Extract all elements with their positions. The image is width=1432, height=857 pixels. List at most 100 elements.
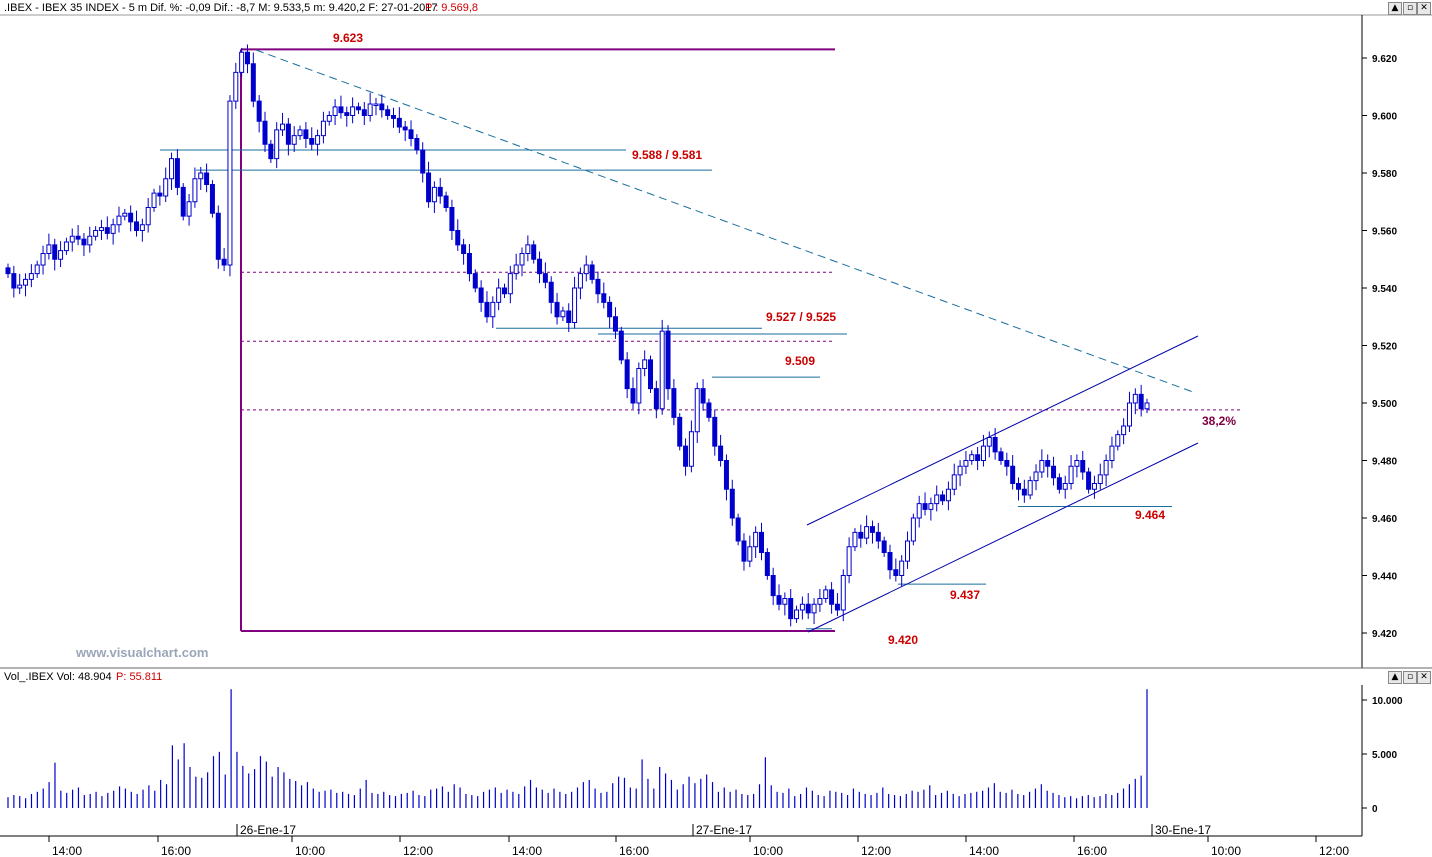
candle xyxy=(531,240,537,264)
close-button[interactable]: ✕ xyxy=(1417,2,1431,15)
candle xyxy=(940,490,946,506)
candle xyxy=(566,303,572,332)
candle xyxy=(239,47,245,77)
time-tick-label: 10:00 xyxy=(753,844,783,857)
volume-scroll-up-button[interactable]: ▲ xyxy=(1388,671,1402,684)
candle xyxy=(163,167,169,203)
candle xyxy=(665,325,671,400)
candle xyxy=(461,238,467,265)
candle xyxy=(811,598,817,625)
candle xyxy=(367,92,373,122)
price-tick-label: 9.440 xyxy=(1372,572,1397,583)
candle xyxy=(905,531,911,569)
candle xyxy=(934,485,940,512)
candle xyxy=(537,251,543,284)
candle xyxy=(198,166,204,190)
price-tick-label: 9.420 xyxy=(1372,629,1397,640)
candle xyxy=(174,149,180,196)
candle xyxy=(1062,475,1068,499)
candle xyxy=(221,248,227,272)
candle xyxy=(186,193,192,226)
scroll-up-button[interactable]: ▲ xyxy=(1388,2,1402,15)
candle xyxy=(46,233,52,260)
candle xyxy=(1027,476,1033,500)
volume-tick-label: 5.000 xyxy=(1372,750,1397,761)
label-high: 9.623 xyxy=(333,31,363,45)
price-tick-label: 9.560 xyxy=(1372,227,1397,238)
candle xyxy=(449,199,455,240)
candle xyxy=(1039,449,1045,479)
price-axis: 9.420 9.440 9.460 9.480 9.500 9.520 9.540 9.560… xyxy=(1362,54,1397,640)
candle xyxy=(916,495,922,528)
candle xyxy=(332,99,338,125)
volume-bars xyxy=(7,689,1148,808)
candle xyxy=(379,94,385,118)
candle xyxy=(1045,454,1051,478)
channel-upper xyxy=(806,335,1199,526)
label-support1: 9.437 xyxy=(950,588,980,602)
candle xyxy=(735,513,741,546)
candle xyxy=(496,278,502,311)
candle xyxy=(34,260,40,278)
candle xyxy=(40,245,46,275)
time-tick-label: 10:00 xyxy=(1211,844,1241,857)
candles-group xyxy=(5,44,1150,627)
candle xyxy=(151,188,157,212)
candle xyxy=(975,446,981,470)
candle xyxy=(244,44,250,74)
candle xyxy=(601,282,607,309)
candle xyxy=(1144,398,1150,414)
candle xyxy=(612,307,618,339)
candle xyxy=(385,105,391,120)
candle xyxy=(309,127,315,151)
candle xyxy=(1086,467,1092,494)
candle xyxy=(712,409,718,456)
candle xyxy=(542,262,548,289)
candle xyxy=(794,605,800,623)
candle xyxy=(1132,388,1138,415)
candle xyxy=(145,198,151,233)
candle xyxy=(618,326,624,365)
candle xyxy=(595,271,601,304)
candle xyxy=(624,352,630,399)
candle xyxy=(829,582,835,614)
candle xyxy=(69,228,75,252)
candle xyxy=(823,585,829,603)
candle xyxy=(694,382,700,443)
candle xyxy=(723,454,729,501)
candle xyxy=(455,219,461,251)
candle xyxy=(869,520,875,544)
candle xyxy=(799,596,805,620)
volume-close-button[interactable]: ✕ xyxy=(1417,671,1431,684)
candle xyxy=(58,241,64,268)
label-resistance1: 9.588 / 9.581 xyxy=(632,148,702,162)
restore-button[interactable]: ▫ xyxy=(1403,2,1417,15)
candle xyxy=(122,208,128,221)
candle xyxy=(320,111,326,144)
date-label: 26-Ene-17 xyxy=(240,823,296,837)
date-label: 30-Ene-17 xyxy=(1155,823,1211,837)
candle xyxy=(700,379,706,411)
candle xyxy=(443,191,449,212)
price-tick-label: 9.480 xyxy=(1372,457,1397,468)
candle xyxy=(583,255,589,282)
date-label: 27-Ene-17 xyxy=(696,823,752,837)
candle xyxy=(233,62,239,109)
time-tick-label: 16:00 xyxy=(619,844,649,857)
candle xyxy=(840,569,846,622)
candle xyxy=(350,97,356,124)
candle xyxy=(1091,475,1097,499)
candle xyxy=(1033,464,1039,491)
candle xyxy=(677,413,683,451)
candle xyxy=(52,238,58,271)
candle xyxy=(788,589,794,627)
candle xyxy=(116,206,122,233)
label-fib: 38,2% xyxy=(1202,414,1236,428)
candle xyxy=(315,129,321,156)
candle xyxy=(718,434,724,467)
candle xyxy=(268,139,274,163)
volume-price-label: P: 55.811 xyxy=(116,671,162,683)
candle xyxy=(472,269,478,293)
candle xyxy=(864,515,870,545)
volume-restore-button[interactable]: ▫ xyxy=(1403,671,1417,684)
